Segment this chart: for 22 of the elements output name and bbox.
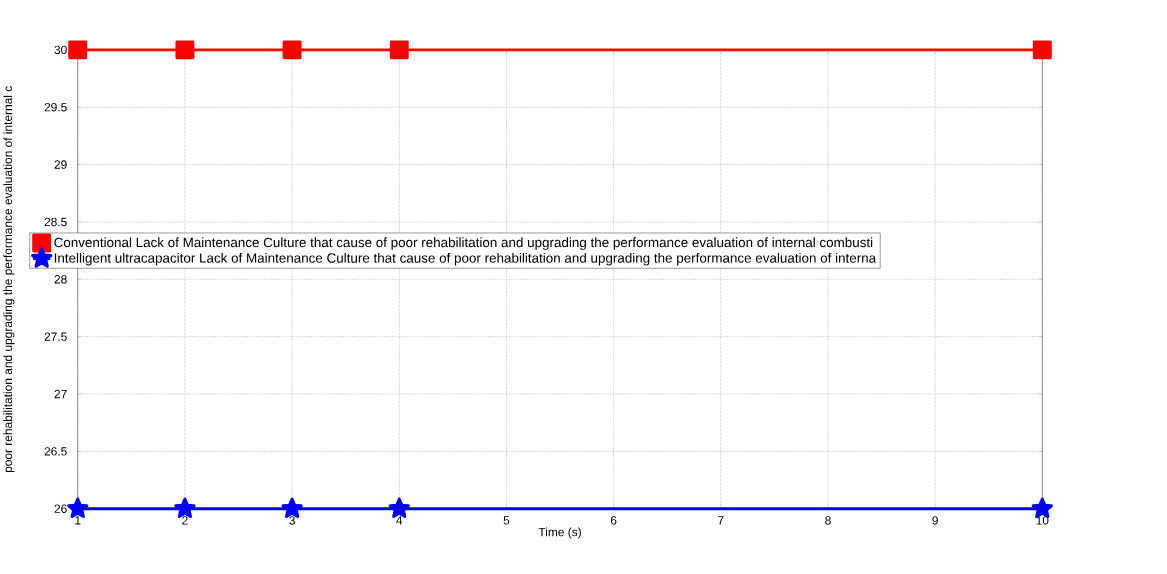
y-tick-label: 28	[54, 275, 67, 284]
y-tick-label: 30	[54, 45, 67, 55]
x-tick-label: 6	[610, 516, 617, 525]
y-tick-label: 29.5	[44, 103, 67, 112]
y-axis-title: poor rehabilitation and upgrading the performance evaluation of internal c	[3, 86, 15, 473]
y-tick-label: 27	[54, 390, 67, 399]
x-axis-title: Time (s)	[538, 527, 581, 539]
legend-label: Conventional Lack of Maintenance Culture that cause of poor rehabilitation and upgrading the performance evaluation of internal combusti	[54, 237, 873, 251]
x-tick-label: 7	[718, 516, 724, 525]
x-tick-label: 4	[396, 516, 403, 525]
x-tick-label: 9	[932, 516, 938, 525]
legend-label: Intelligent ultracapacitor Lack of Maintenance Culture that cause of poor rehabilitation and upgrading the performance evaluation of interna	[54, 253, 877, 266]
x-tick-label: 5	[503, 516, 510, 525]
x-tick-label: 1	[75, 516, 81, 525]
y-tick-label: 28.5	[44, 217, 67, 227]
x-tick-label: 2	[182, 516, 188, 525]
x-tick-label: 8	[825, 516, 831, 525]
x-tick-label: 3	[289, 516, 295, 525]
y-tick-label: 26.5	[44, 447, 67, 456]
y-tick-label: 27.5	[44, 332, 67, 342]
y-tick-label: 26	[54, 504, 67, 514]
y-tick-label: 29	[54, 160, 67, 170]
